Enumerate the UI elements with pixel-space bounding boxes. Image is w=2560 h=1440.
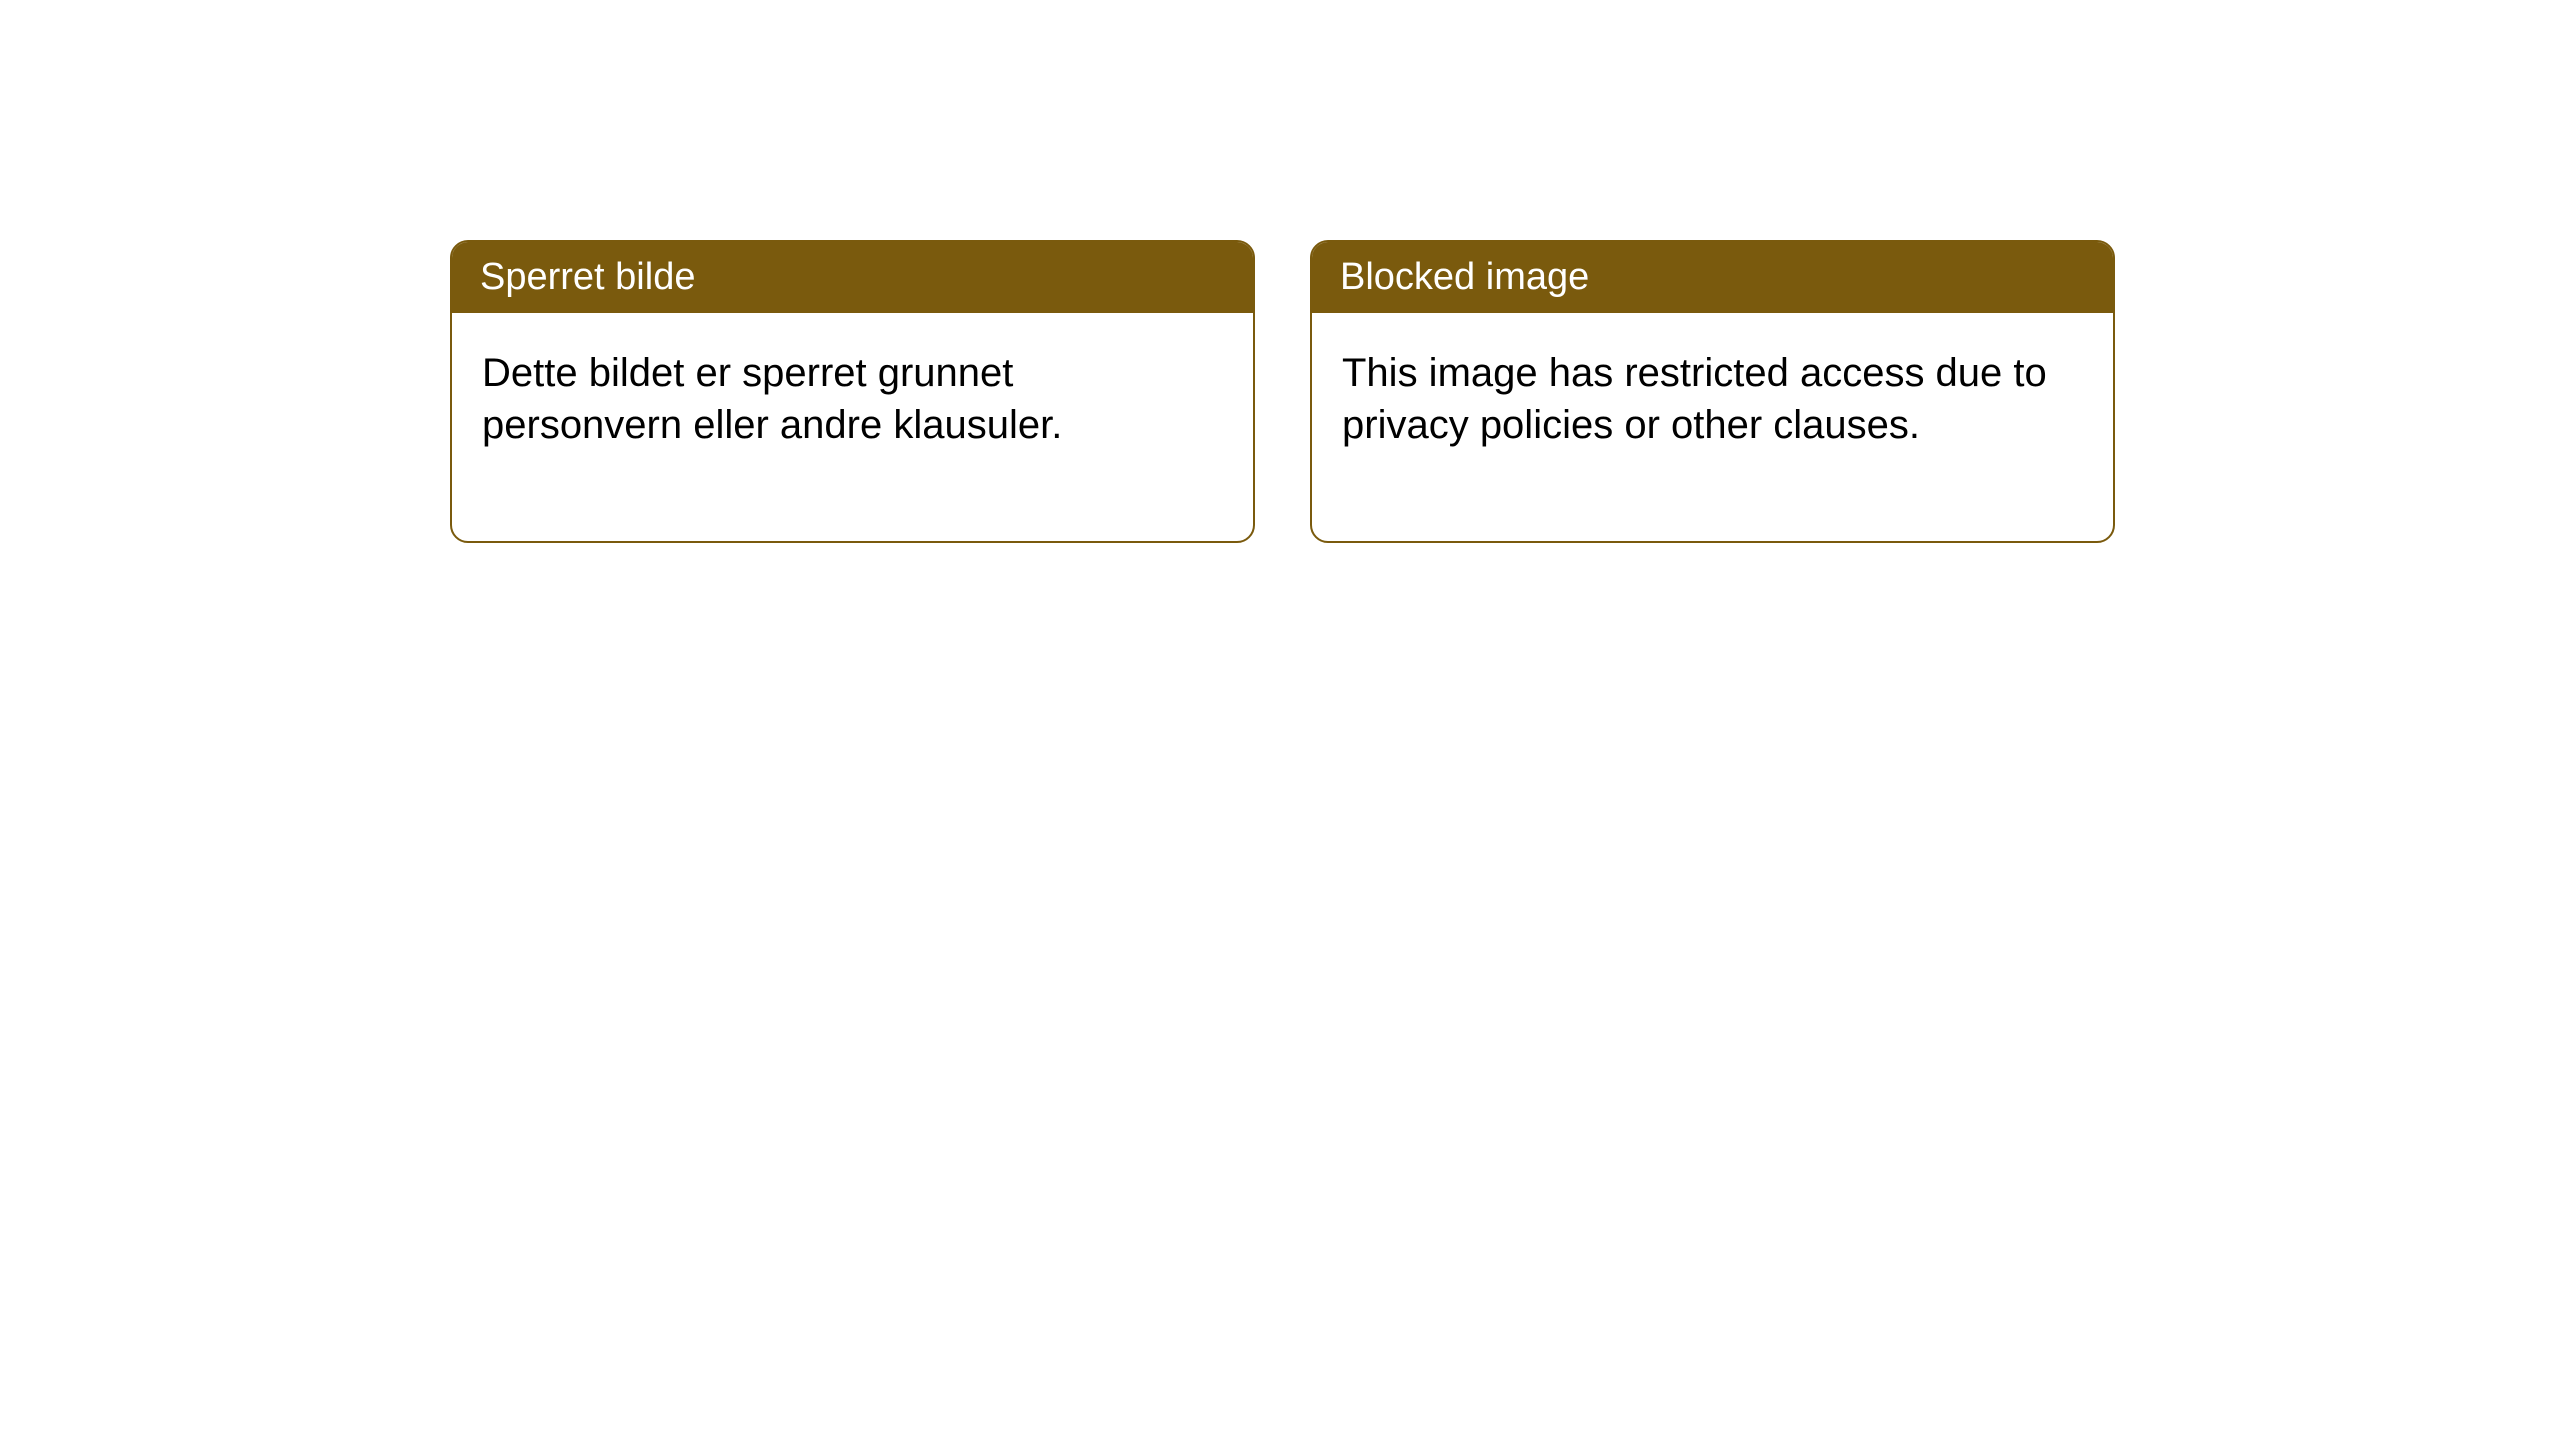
notice-card-title: Blocked image [1312, 242, 2113, 313]
notice-card-body: This image has restricted access due to … [1312, 313, 2113, 541]
notice-card-english: Blocked image This image has restricted … [1310, 240, 2115, 543]
notice-card-body: Dette bildet er sperret grunnet personve… [452, 313, 1253, 541]
notice-cards-container: Sperret bilde Dette bildet er sperret gr… [450, 240, 2115, 543]
notice-card-norwegian: Sperret bilde Dette bildet er sperret gr… [450, 240, 1255, 543]
notice-card-title: Sperret bilde [452, 242, 1253, 313]
